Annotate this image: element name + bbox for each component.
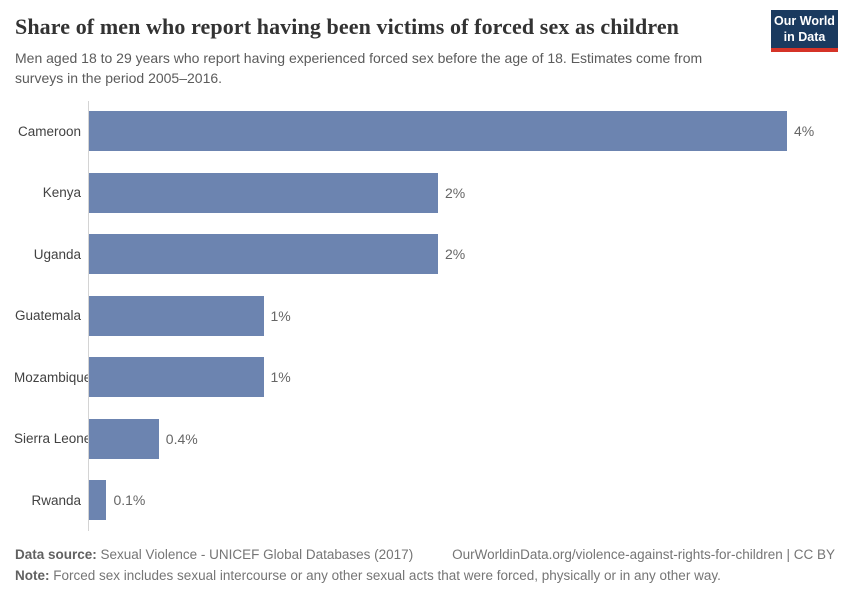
- owid-logo: Our World in Data: [771, 10, 838, 52]
- bar-rwanda[interactable]: [89, 480, 107, 521]
- note-label: Note:: [15, 568, 50, 584]
- bar-row: Guatemala 1%: [14, 285, 850, 347]
- bar-row: Mozambique 1%: [14, 346, 850, 409]
- chart-subtitle: Men aged 18 to 29 years who report havin…: [15, 50, 703, 87]
- note-text: Forced sex includes sexual intercourse o…: [49, 568, 721, 584]
- category-label-sierra-leone: Sierra Leone: [14, 431, 92, 447]
- bar-row: Rwanda 0.1%: [14, 469, 850, 532]
- bar-track: 2%: [88, 223, 850, 286]
- value-label: 1%: [270, 307, 291, 324]
- bar-uganda[interactable]: [89, 234, 438, 275]
- bar-chart: Cameroon 4% Kenya 2% Uganda 2% Guatemala 1% Moza…: [14, 100, 850, 532]
- category-label-kenya: Kenya: [42, 185, 81, 201]
- bar-mozambique[interactable]: [89, 357, 264, 398]
- page-title: Share of men who report having been vict…: [15, 14, 680, 39]
- bar-row: Uganda 2%: [14, 223, 850, 286]
- owid-logo-line1: Our World: [774, 13, 835, 28]
- category-label-mozambique: Mozambique: [14, 369, 92, 385]
- chart-header: Share of men who report having been vict…: [0, 0, 850, 89]
- data-source: Data source: Sexual Violence - UNICEF Gl…: [15, 544, 413, 566]
- bar-row: Sierra Leone 0.4%: [14, 408, 850, 470]
- bar-track: 0.4%: [88, 408, 850, 470]
- bar-guatemala[interactable]: [89, 295, 264, 336]
- bar-row: Cameroon 4%: [14, 100, 850, 163]
- bar-track: 1%: [88, 346, 850, 409]
- bar-track: 2%: [88, 162, 850, 224]
- footer-source-row: Data source: Sexual Violence - UNICEF Gl…: [15, 544, 835, 566]
- value-label: 2%: [445, 246, 466, 263]
- footer-note: Note: Forced sex includes sexual interco…: [15, 565, 835, 587]
- attribution-link[interactable]: OurWorldinData.org/violence-against-righ…: [452, 546, 835, 562]
- category-label-guatemala: Guatemala: [14, 308, 81, 324]
- bar-track: 4%: [88, 100, 850, 163]
- category-label-cameroon: Cameroon: [17, 123, 81, 139]
- bar-cameroon[interactable]: [89, 111, 787, 152]
- category-label-rwanda: Rwanda: [31, 492, 81, 508]
- value-label: 0.1%: [113, 492, 146, 509]
- value-label: 1%: [270, 369, 291, 386]
- value-label: 4%: [794, 123, 815, 140]
- bar-sierra-leone[interactable]: [89, 418, 159, 459]
- bar-row: Kenya 2%: [14, 162, 850, 224]
- bar-track: 0.1%: [88, 469, 850, 532]
- value-label: 0.4%: [165, 430, 198, 447]
- bar-track: 1%: [88, 285, 850, 347]
- bar-kenya[interactable]: [89, 172, 438, 213]
- data-source-text: Sexual Violence - UNICEF Global Database…: [96, 546, 414, 562]
- value-label: 2%: [445, 184, 466, 201]
- data-source-label: Data source:: [15, 546, 97, 562]
- chart-footer: Data source: Sexual Violence - UNICEF Gl…: [15, 544, 835, 587]
- owid-logo-line2: in Data: [783, 30, 826, 44]
- category-label-uganda: Uganda: [33, 246, 81, 262]
